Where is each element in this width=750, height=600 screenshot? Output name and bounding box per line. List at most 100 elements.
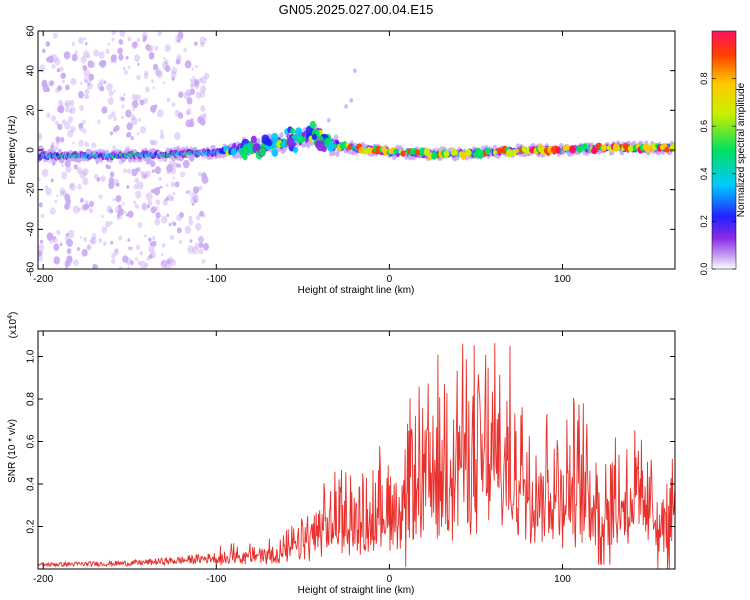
spectrogram-point-149 bbox=[197, 235, 204, 244]
spectrogram-point-387 bbox=[58, 105, 65, 114]
spectrogram-point-1312 bbox=[331, 150, 336, 156]
spectrogram-point-50 bbox=[133, 184, 139, 190]
snr-y-multiplier: (x104) bbox=[7, 312, 19, 339]
spectrogram-point-537 bbox=[312, 235, 315, 240]
snr-y-tick-label-3: 0.8 bbox=[26, 392, 37, 406]
spectrogram-point-44 bbox=[72, 205, 80, 214]
spectrogram-point-561 bbox=[325, 91, 331, 98]
spectrogram-point-509 bbox=[54, 57, 61, 66]
spectrogram-point-358 bbox=[157, 71, 163, 79]
spectrogram-point-318 bbox=[115, 182, 120, 187]
spectrogram-point-198 bbox=[150, 206, 157, 214]
spectrogram-point-2267 bbox=[577, 145, 583, 153]
spectrogram-point-137 bbox=[83, 50, 90, 58]
spectrogram-point-141 bbox=[155, 212, 161, 219]
spectrogram-point-136 bbox=[185, 119, 192, 128]
spectrogram-point-441 bbox=[84, 93, 89, 100]
spectrogram-point-2235 bbox=[465, 149, 472, 157]
spectrogram-point-367 bbox=[157, 186, 161, 190]
spectrogram-point-1318 bbox=[333, 134, 339, 140]
spectrogram-point-489 bbox=[186, 97, 193, 105]
spectrogram-point-193 bbox=[163, 56, 166, 60]
spectrogram-point-575 bbox=[342, 250, 346, 255]
spectrogram-point-556 bbox=[223, 112, 229, 119]
spectrogram-point-558 bbox=[220, 76, 225, 82]
snr-multiplier-exp: 4 bbox=[7, 315, 14, 319]
spectrogram-point-397 bbox=[106, 83, 113, 92]
snr-y-ticks: 0.2 0.4 0.6 0.8 1.0 bbox=[26, 349, 675, 533]
spectrogram-point-152 bbox=[69, 182, 76, 191]
spectrogram-point-69 bbox=[121, 115, 125, 120]
snr-y-tick-label-4: 1.0 bbox=[26, 349, 37, 363]
spectrogram-point-301 bbox=[157, 109, 164, 118]
spectrogram-point-173 bbox=[183, 91, 190, 100]
spectrogram-point-342 bbox=[118, 266, 123, 269]
spectrogram-point-1351 bbox=[347, 148, 352, 155]
spectrogram-point-147 bbox=[65, 107, 70, 113]
spectrogram-point-213 bbox=[113, 89, 116, 93]
spectrogram-point-518 bbox=[99, 85, 105, 92]
spectrogram-point-165 bbox=[185, 88, 192, 97]
spectrogram-point-248 bbox=[114, 248, 119, 254]
spectrogram-point-177 bbox=[82, 65, 88, 71]
spectrogram-point-515 bbox=[143, 97, 149, 104]
spectrogram-point-481 bbox=[190, 118, 194, 123]
spectrogram-point-385 bbox=[59, 66, 64, 72]
spectrogram-point-125 bbox=[137, 260, 142, 266]
spectrogram-point-454 bbox=[69, 106, 76, 115]
spectrogram-point-28 bbox=[105, 164, 110, 170]
spectrogram-point-60 bbox=[83, 69, 91, 78]
spectrogram-point-2232 bbox=[454, 150, 459, 155]
spectrogram-point-2330 bbox=[240, 147, 249, 158]
spectrogram-point-523 bbox=[318, 266, 322, 269]
spectrogram-point-2214 bbox=[393, 148, 398, 154]
spectrogram-point-564 bbox=[362, 197, 366, 201]
spectrogram-point-384 bbox=[59, 242, 63, 247]
spectrogram-point-146 bbox=[119, 31, 126, 37]
spectrogram-y-tick-label-0: -60 bbox=[26, 261, 37, 276]
spectrogram-point-307 bbox=[189, 83, 195, 89]
spectrogram-point-20 bbox=[118, 39, 124, 45]
spectrogram-point-79 bbox=[52, 32, 58, 39]
spectrogram-point-194 bbox=[127, 238, 131, 242]
spectrogram-point-320 bbox=[143, 234, 147, 238]
spectrogram-point-559 bbox=[215, 101, 219, 106]
spectrogram-point-12 bbox=[135, 244, 141, 250]
spectrogram-point-451 bbox=[38, 244, 45, 252]
spectrogram-point-484 bbox=[71, 53, 78, 62]
spectrogram-point-2270 bbox=[591, 146, 598, 155]
spectrogram-point-2221 bbox=[415, 149, 420, 156]
spectrogram-point-375 bbox=[65, 84, 70, 91]
spectrogram-point-282 bbox=[150, 188, 155, 194]
spectrogram-point-337 bbox=[195, 222, 202, 231]
spectrogram-point-205 bbox=[149, 52, 155, 59]
spectrogram-point-89 bbox=[147, 204, 150, 209]
spectrogram-point-497 bbox=[57, 123, 63, 131]
spectrogram-point-477 bbox=[202, 213, 206, 218]
colorbar-tick-label-1: 0.2 bbox=[699, 215, 709, 228]
colorbar-tick-label-4: 0.8 bbox=[699, 72, 709, 85]
spectrogram-point-496 bbox=[130, 114, 136, 121]
spectrogram-point-361 bbox=[137, 181, 144, 190]
spectrogram-point-266 bbox=[85, 79, 88, 84]
spectrogram-point-63 bbox=[90, 61, 96, 69]
spectrogram-point-372 bbox=[172, 176, 175, 180]
spectrogram-x-tick-label-2: 0 bbox=[387, 274, 393, 285]
svg-text:(x104): (x104) bbox=[7, 312, 19, 339]
spectrogram-point-244 bbox=[38, 132, 43, 141]
spectrogram-point-513 bbox=[164, 65, 171, 72]
spectrogram-point-1072 bbox=[234, 153, 239, 159]
spectrogram-point-283 bbox=[199, 210, 205, 217]
spectrogram-point-856 bbox=[147, 156, 152, 163]
spectrogram-point-431 bbox=[110, 54, 117, 62]
spectrogram-point-373 bbox=[165, 183, 169, 187]
colorbar-tick-label-2: 0.4 bbox=[699, 168, 709, 181]
spectrogram-point-466 bbox=[49, 80, 54, 87]
spectrogram-point-2299 bbox=[670, 143, 675, 153]
spectrogram-point-47 bbox=[154, 104, 158, 109]
spectrogram-point-52 bbox=[140, 171, 145, 176]
spectrogram-point-519 bbox=[79, 170, 87, 179]
spectrogram-point-112 bbox=[81, 249, 88, 257]
spectrogram-y-tick-label-2: -20 bbox=[26, 182, 37, 197]
